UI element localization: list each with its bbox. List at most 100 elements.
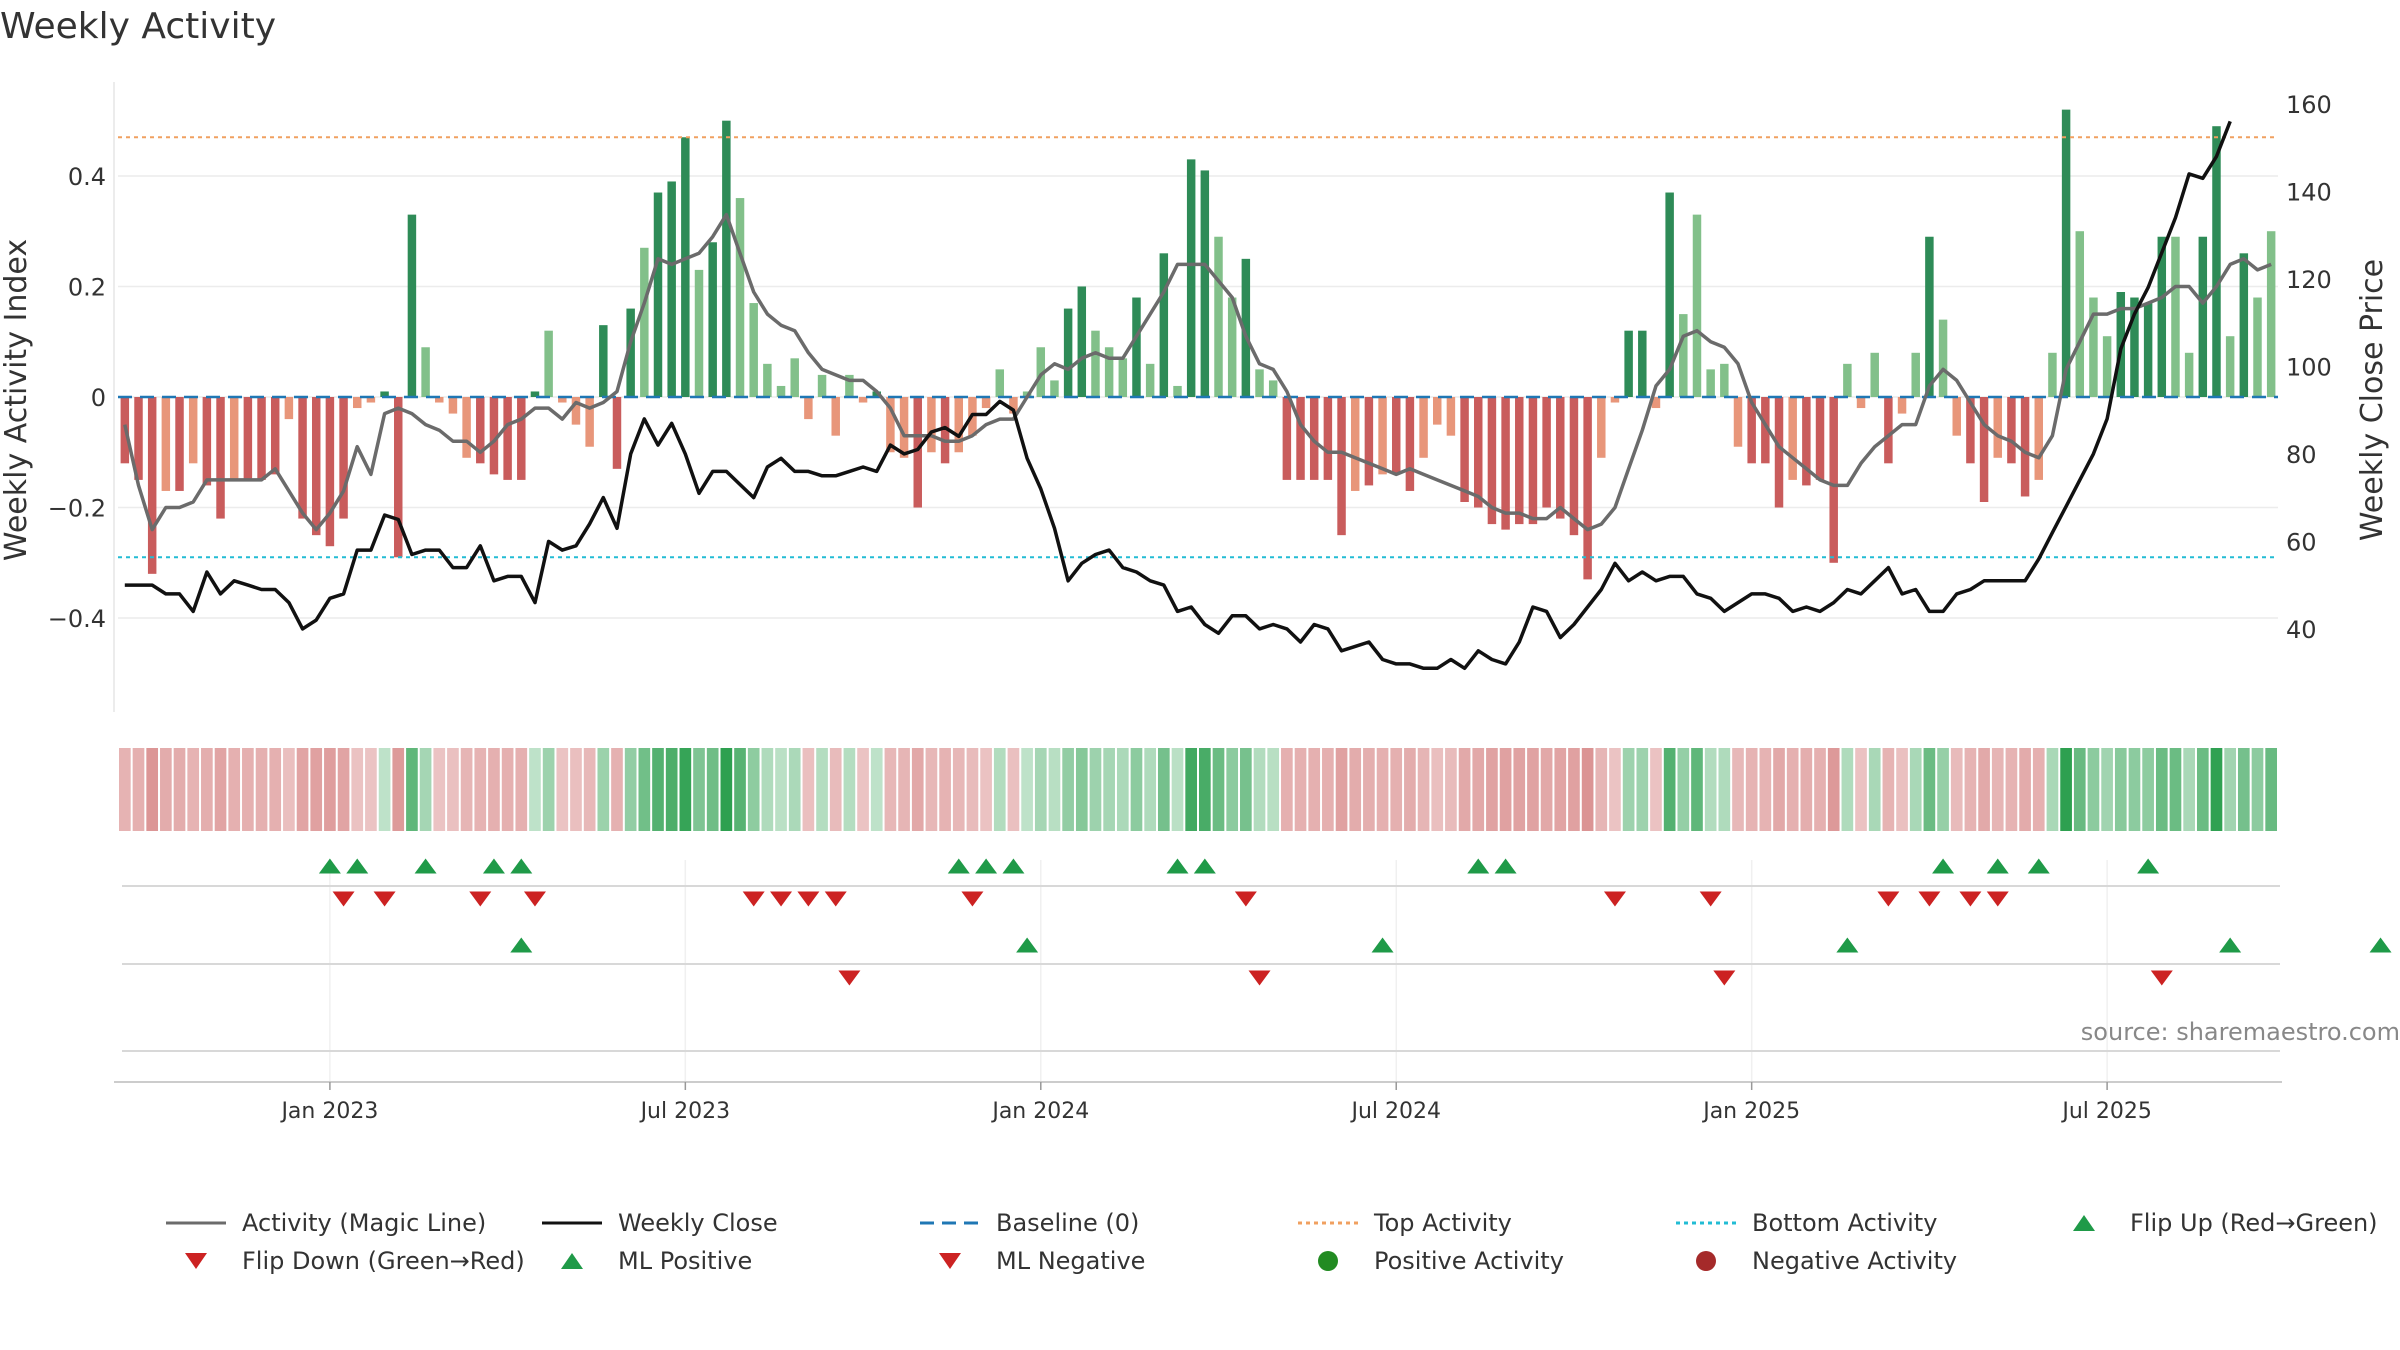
activity-bar	[2061, 109, 2071, 397]
heat-cell	[1991, 748, 2004, 831]
heat-cell	[1814, 748, 1826, 831]
activity-bar	[858, 397, 868, 403]
activity-bar	[530, 391, 540, 397]
legend-positive-activity-label: Positive Activity	[1374, 1247, 1564, 1275]
activity-heat-strip	[119, 748, 2277, 831]
heat-cell	[2169, 748, 2182, 831]
activity-bar	[1487, 397, 1497, 525]
activity-bar	[1405, 397, 1415, 491]
activity-bar	[1993, 397, 2002, 458]
activity-bar	[476, 397, 485, 464]
legend-negative-activity: Negative Activity	[1676, 1243, 1957, 1279]
heat-cell	[884, 748, 897, 831]
heat-cell	[1595, 748, 1608, 831]
activity-bar	[1774, 397, 1784, 508]
legend-ml-positive: ML Positive	[542, 1243, 752, 1279]
activity-bar	[1829, 397, 1838, 563]
heat-cell	[365, 748, 377, 831]
x-tick-label: Jul 2023	[639, 1099, 731, 1124]
activity-bar	[1911, 352, 1920, 397]
flip-up-marker	[414, 858, 437, 874]
activity-bars	[120, 109, 2276, 580]
heat-cell	[720, 748, 733, 831]
heat-cell	[829, 748, 842, 831]
activity-bar	[1200, 170, 1210, 397]
flip-up-triangle-icon	[2073, 1215, 2095, 1231]
activity-bar	[817, 374, 827, 397]
heat-cell	[1800, 748, 1813, 831]
heat-cell	[1308, 748, 1321, 831]
activity-bar	[1884, 397, 1893, 464]
activity-bar	[188, 397, 198, 464]
heat-cell	[1855, 748, 1867, 831]
heat-cell	[2224, 748, 2236, 831]
heat-cell	[1472, 748, 1485, 831]
heat-cell	[693, 748, 705, 831]
legend-ml-positive-label: ML Positive	[618, 1247, 753, 1275]
heat-cell	[980, 748, 992, 831]
heat-cell	[119, 748, 131, 831]
heat-cell	[1527, 748, 1539, 831]
heat-cell	[351, 748, 364, 831]
activity-bar	[2089, 297, 2098, 397]
activity-bar	[1952, 397, 1961, 436]
heat-cell	[1499, 748, 1512, 831]
activity-bar	[298, 397, 307, 519]
heat-cell	[447, 748, 459, 831]
activity-bar	[1145, 363, 1155, 397]
flip-down-marker	[961, 891, 984, 907]
left-tick-label: 0.2	[68, 273, 106, 301]
heat-cell	[433, 748, 446, 831]
x-tick-label: Jan 2023	[279, 1099, 378, 1124]
heat-cell	[1294, 748, 1307, 831]
heat-cell	[2142, 748, 2154, 831]
heat-cell	[474, 748, 487, 831]
activity-bar	[899, 397, 909, 458]
flip-down-marker	[797, 891, 820, 907]
heat-cell	[378, 748, 391, 831]
right-tick-label: 100	[2286, 353, 2332, 381]
heat-cell	[1021, 748, 1033, 831]
grid-lines	[118, 175, 2278, 1082]
legend-ml-negative: ML Negative	[920, 1243, 1145, 1279]
activity-bar	[940, 397, 950, 464]
heat-cell	[966, 748, 979, 831]
activity-bar	[366, 397, 376, 403]
activity-bar	[1938, 319, 1948, 397]
heat-cell	[1691, 748, 1703, 831]
left-tick-label: −0.2	[48, 495, 106, 523]
activity-bar	[1460, 397, 1469, 502]
activity-bar	[1323, 397, 1333, 480]
heat-cell	[1376, 748, 1389, 831]
heat-cell	[1636, 748, 1649, 831]
activity-bar	[927, 397, 936, 453]
activity-bar	[558, 397, 567, 403]
activity-bar	[1692, 214, 1702, 397]
heat-cell	[1581, 748, 1594, 831]
flip-up-marker	[975, 858, 998, 874]
activity-bar	[667, 181, 676, 397]
heat-cell	[734, 748, 746, 831]
series-lines	[123, 120, 2272, 671]
heat-cell	[665, 748, 678, 831]
ml-positive-marker	[1836, 937, 1859, 953]
heat-cell	[1609, 748, 1621, 831]
activity-bar	[1296, 397, 1305, 480]
ml-positive-marker	[1016, 937, 1039, 953]
activity-bar	[517, 397, 526, 480]
activity-bar	[311, 397, 321, 536]
bottom-activity-swatch-icon	[1676, 1221, 1736, 1225]
heat-cell	[2073, 748, 2086, 831]
heat-cell	[1718, 748, 1731, 831]
flip-down-marker	[770, 891, 793, 907]
heat-cell	[925, 748, 938, 831]
activity-bar	[448, 397, 458, 414]
flip-up-marker	[2027, 858, 2050, 874]
heat-cell	[501, 748, 514, 831]
activity-bar	[2198, 236, 2208, 397]
legend-baseline: Baseline (0)	[920, 1205, 1139, 1241]
activity-bar	[804, 397, 813, 420]
heat-cell	[228, 748, 241, 831]
activity-bar	[653, 192, 663, 397]
